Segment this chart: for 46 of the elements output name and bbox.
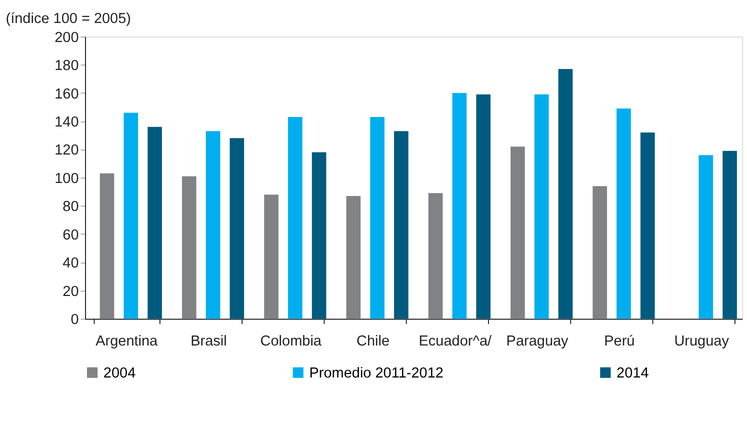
- y-tick-label: 180: [54, 58, 79, 74]
- bar: [100, 173, 114, 319]
- bar: [206, 131, 220, 319]
- y-tick-label: 100: [54, 170, 79, 187]
- x-tick-label: Uruguay: [674, 333, 730, 350]
- y-tick-label: 40: [62, 256, 79, 272]
- bar: [124, 112, 138, 319]
- x-tick-label: Brasil: [190, 333, 227, 350]
- bar: [370, 116, 384, 319]
- y-tick-label: 80: [62, 199, 79, 216]
- y-tick-label: 20: [62, 284, 79, 300]
- bar: [616, 108, 631, 319]
- bar: [510, 146, 525, 319]
- x-tick-label: Chile: [356, 333, 390, 350]
- bar: [288, 116, 302, 319]
- bar: [182, 176, 196, 319]
- y-tick-label: 140: [54, 114, 79, 131]
- bar: [592, 186, 608, 319]
- bar: [476, 94, 491, 319]
- legend-label: Promedio 2011-2012: [309, 365, 444, 382]
- bar: [148, 126, 162, 319]
- y-tick-label: 200: [54, 30, 79, 46]
- bar: [346, 196, 361, 319]
- bar: [312, 152, 326, 319]
- bar: [640, 132, 655, 319]
- y-axis-title: (índice 100 = 2005): [6, 11, 131, 28]
- bar: [230, 138, 244, 319]
- x-tick-label: Paraguay: [506, 333, 570, 350]
- bar: [558, 69, 573, 319]
- bar: [428, 193, 443, 319]
- bar: [394, 131, 408, 319]
- legend-label: 2004: [103, 365, 136, 382]
- bar: [264, 194, 278, 319]
- bar: [698, 155, 714, 319]
- x-tick-label: Argentina: [96, 333, 159, 350]
- x-tick-label: Ecuador^a/: [418, 333, 493, 350]
- y-tick-label: 0: [70, 312, 79, 328]
- y-tick-label: 160: [54, 86, 79, 102]
- bar: [534, 94, 549, 319]
- x-tick-label: Perú: [604, 333, 635, 350]
- legend-label: 2014: [616, 365, 649, 382]
- y-tick-label: 120: [54, 142, 79, 159]
- y-tick-label: 60: [62, 227, 79, 244]
- x-tick-label: Colombia: [260, 333, 322, 350]
- bar: [452, 92, 467, 319]
- bar: [722, 150, 737, 319]
